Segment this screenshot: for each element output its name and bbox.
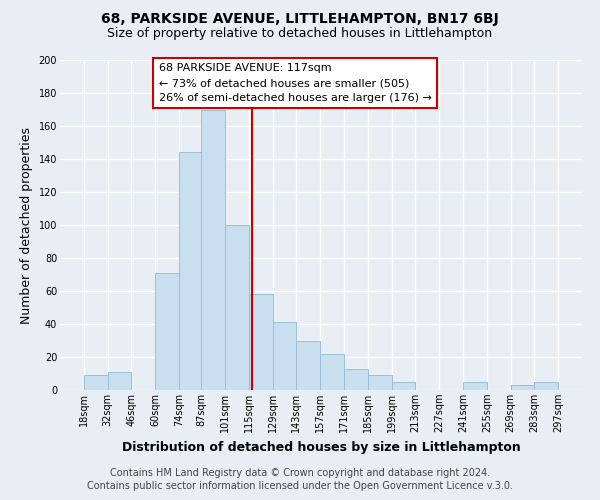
Text: Contains HM Land Registry data © Crown copyright and database right 2024.: Contains HM Land Registry data © Crown c…	[110, 468, 490, 477]
Bar	[535, 382, 558, 390]
Text: Contains public sector information licensed under the Open Government Licence v.: Contains public sector information licen…	[87, 481, 513, 491]
Text: Size of property relative to detached houses in Littlehampton: Size of property relative to detached ho…	[107, 28, 493, 40]
Bar	[463, 382, 487, 390]
Bar	[296, 340, 320, 390]
Bar	[511, 385, 535, 390]
Bar	[107, 372, 131, 390]
Bar	[272, 322, 296, 390]
Bar	[155, 273, 179, 390]
Bar	[392, 382, 415, 390]
Bar	[368, 375, 392, 390]
Text: 68 PARKSIDE AVENUE: 117sqm
← 73% of detached houses are smaller (505)
26% of sem: 68 PARKSIDE AVENUE: 117sqm ← 73% of deta…	[158, 64, 431, 103]
Bar	[179, 152, 201, 390]
Bar	[84, 375, 107, 390]
Bar	[320, 354, 344, 390]
Y-axis label: Number of detached properties: Number of detached properties	[20, 126, 33, 324]
Bar	[201, 110, 225, 390]
Bar	[249, 294, 272, 390]
Bar	[344, 368, 368, 390]
X-axis label: Distribution of detached houses by size in Littlehampton: Distribution of detached houses by size …	[122, 440, 520, 454]
Text: 68, PARKSIDE AVENUE, LITTLEHAMPTON, BN17 6BJ: 68, PARKSIDE AVENUE, LITTLEHAMPTON, BN17…	[101, 12, 499, 26]
Bar	[225, 225, 249, 390]
